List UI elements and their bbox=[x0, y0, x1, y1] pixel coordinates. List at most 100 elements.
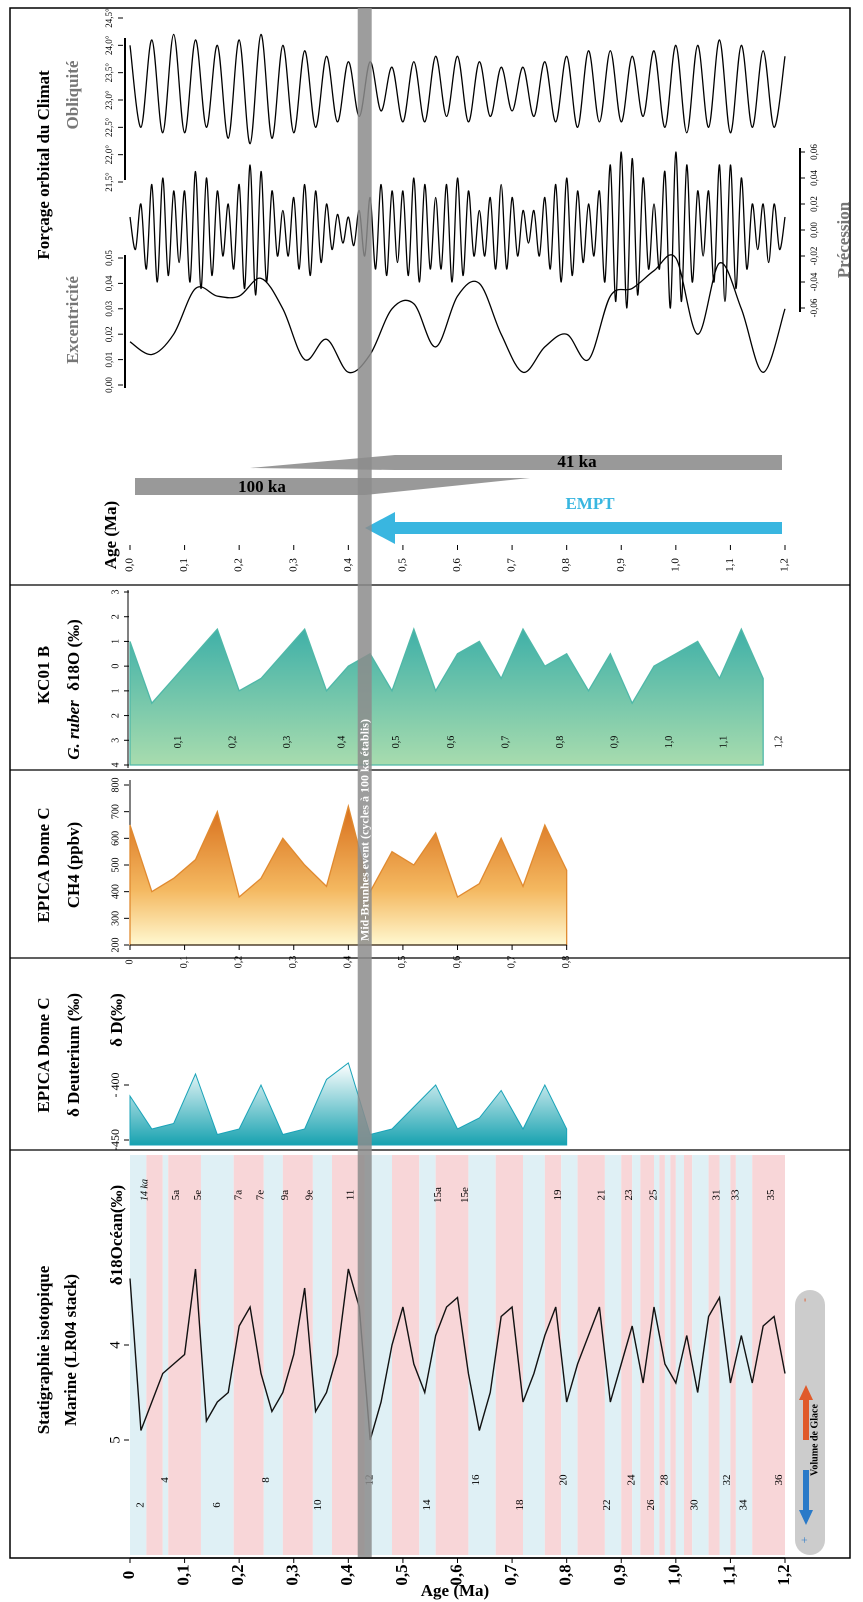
precession-tick-label: 0,04 bbox=[809, 170, 819, 186]
kc01b-tick-label: 1 bbox=[110, 688, 121, 693]
species-label: G. ruber bbox=[64, 700, 83, 760]
stage-label: 35 bbox=[765, 1189, 777, 1201]
band-blue bbox=[632, 1155, 641, 1555]
x-tick-label: 1,2 bbox=[774, 1564, 793, 1585]
obliquity-tick-label: 21,5° bbox=[104, 172, 114, 192]
x-tick-label: 0,3 bbox=[283, 1564, 302, 1585]
precession-tick-label: 0,02 bbox=[809, 196, 819, 212]
obliquity-tick-label: 23,0° bbox=[104, 90, 114, 110]
ice-plus: + bbox=[797, 1536, 811, 1543]
kc01b-age-label: 0,8 bbox=[555, 736, 566, 749]
panel-title-2: Marine (LR04 stack) bbox=[61, 1274, 80, 1426]
stage-label: 19 bbox=[552, 1189, 564, 1201]
lr04-tick-label: 5 bbox=[107, 1436, 123, 1444]
obliquity-tick-label: 22,0° bbox=[104, 145, 114, 165]
band-blue bbox=[162, 1155, 169, 1555]
kc01b-age-label: 0,6 bbox=[446, 736, 457, 749]
layers: Forçage orbital du Climat Obliquité Excent… bbox=[10, 8, 853, 1600]
x-tick-label: 0,6 bbox=[446, 1564, 465, 1585]
ch4-age-label: 0,7 bbox=[506, 956, 517, 969]
precession-label: Précession bbox=[834, 201, 853, 278]
stage-label: 23 bbox=[623, 1189, 635, 1201]
holocene-label: 14 ka bbox=[139, 1179, 150, 1201]
age-tick-label: 1,0 bbox=[669, 558, 681, 572]
stage-label: 11 bbox=[345, 1190, 357, 1201]
stage-label: 7a bbox=[233, 1190, 245, 1201]
age-tick-label: 1,2 bbox=[779, 558, 791, 572]
panel-axis-label: δ D(‰) bbox=[107, 993, 126, 1047]
x-tick-label: 1,0 bbox=[665, 1564, 684, 1585]
ch4-tick-label: 400 bbox=[110, 884, 121, 899]
age-tick-label: 0,8 bbox=[560, 558, 572, 572]
panel-title: Statigraphie isotopique bbox=[34, 1265, 53, 1434]
ch4-tick-label: 300 bbox=[110, 911, 121, 926]
stage-label: 2 bbox=[134, 1502, 146, 1508]
stage-label: 4 bbox=[159, 1477, 171, 1483]
stage-label: 18 bbox=[514, 1499, 526, 1511]
stage-label: 22 bbox=[601, 1500, 613, 1511]
interglacial-band bbox=[282, 1155, 313, 1555]
band-blue bbox=[675, 1155, 685, 1555]
deuterium-tick-label: - 400 bbox=[108, 1073, 122, 1098]
kc01b-tick-label: 2 bbox=[110, 614, 121, 619]
stage-label: 26 bbox=[645, 1499, 657, 1511]
band-blue bbox=[200, 1155, 234, 1555]
deuterium-tick-label: -450 bbox=[108, 1129, 122, 1151]
label-100ka: 100 ka bbox=[238, 477, 286, 496]
stage-label: 36 bbox=[773, 1474, 785, 1486]
x-tick-label: 0 bbox=[119, 1571, 138, 1580]
panel-ylabel: CH4 (ppbv) bbox=[64, 822, 83, 908]
ch4-age-label: 0,8 bbox=[561, 956, 572, 969]
kc01b-age-label: 1,0 bbox=[664, 736, 675, 749]
interglacial-band bbox=[621, 1155, 633, 1555]
ch4-tick-label: 200 bbox=[110, 938, 121, 953]
obliquity-line bbox=[129, 33, 786, 145]
ch4-tick-label: 500 bbox=[110, 858, 121, 873]
ch4-age-label: 0,6 bbox=[452, 956, 463, 969]
band-blue bbox=[719, 1155, 731, 1555]
interglacial-band bbox=[708, 1155, 720, 1555]
ch4-age-label: 0,2 bbox=[233, 956, 244, 969]
label-41ka: 41 ka bbox=[557, 452, 597, 471]
interglacial-band bbox=[730, 1155, 736, 1555]
kc01b-tick-label: 3 bbox=[110, 590, 121, 595]
age-tick-label: 0,6 bbox=[451, 558, 463, 572]
stage-label: 8 bbox=[260, 1477, 272, 1483]
ch4-tick-label: 600 bbox=[110, 831, 121, 846]
stage-label: 15e bbox=[459, 1187, 471, 1203]
stage-label: 6 bbox=[211, 1502, 223, 1508]
age-tick-label: 0,4 bbox=[342, 558, 354, 572]
precession-line bbox=[129, 151, 786, 309]
stage-label: 5e bbox=[192, 1190, 204, 1201]
kc01b-tick-label: 1 bbox=[110, 639, 121, 644]
eccentricity-tick-label: 0,00 bbox=[104, 377, 114, 393]
band-41ka bbox=[250, 455, 782, 470]
eccentricity-line bbox=[129, 254, 786, 374]
interglacial-band bbox=[670, 1155, 676, 1555]
band-blue bbox=[664, 1155, 671, 1555]
age-tick-label: 0,0 bbox=[124, 558, 136, 572]
eccentricity-tick-label: 0,01 bbox=[104, 352, 114, 368]
age-tick-label: 0,5 bbox=[396, 558, 408, 572]
kc01b-age-label: 0,9 bbox=[610, 736, 621, 749]
band-100ka bbox=[135, 478, 530, 495]
stage-label: 16 bbox=[470, 1474, 482, 1486]
mid-brunhes-label: Mid-Brunhes event (cycles à 100 ka établ… bbox=[357, 719, 371, 941]
eccentricity-label: Excentricité bbox=[63, 276, 82, 364]
interglacial-band bbox=[435, 1155, 469, 1555]
stage-label: 33 bbox=[729, 1189, 741, 1201]
lr04-tick-label: 4 bbox=[107, 1341, 123, 1349]
x-tick-label: 0,4 bbox=[337, 1564, 356, 1586]
precession-tick-label: -0,06 bbox=[809, 298, 819, 317]
ch4-age-label: 0,3 bbox=[288, 956, 299, 969]
stage-label: 10 bbox=[312, 1499, 324, 1511]
ch4-age-label: 0,5 bbox=[397, 956, 408, 969]
x-tick-label: 0,2 bbox=[228, 1564, 247, 1585]
panel-title: EPICA Dome C bbox=[34, 807, 53, 922]
obliquity-tick-label: 24,0° bbox=[104, 35, 114, 55]
band-blue bbox=[692, 1155, 709, 1555]
obliquity-label: Obliquité bbox=[63, 60, 82, 129]
stage-label: 14 bbox=[421, 1499, 433, 1511]
interglacial-band bbox=[544, 1155, 562, 1555]
